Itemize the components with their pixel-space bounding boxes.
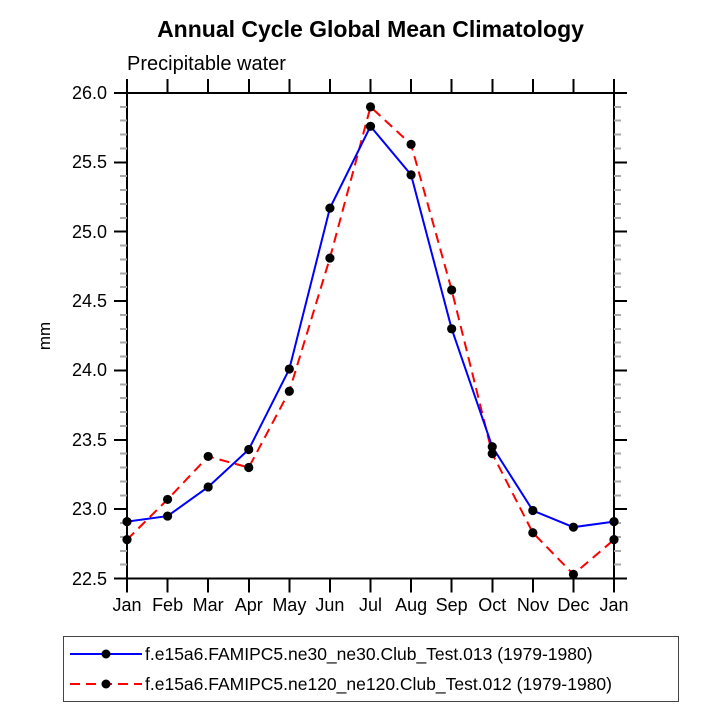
data-point-marker [447,285,457,295]
x-tick-label: Jun [315,595,345,615]
series-line-0 [126,124,615,529]
legend-line-sample-solid [70,649,142,659]
legend-item-ne30: f.e15a6.FAMIPC5.ne30_ne30.Club_Test.013 … [69,641,678,667]
x-tick-label: Dec [557,595,590,615]
y-tick-label: 23.0 [71,499,107,520]
data-point-marker [203,482,213,492]
y-tick-label: 24.0 [71,360,107,381]
data-point-marker [284,386,294,396]
data-point-marker [528,505,538,516]
data-point-marker [487,449,497,459]
x-tick-label: Sep [435,595,468,615]
series-line-1 [126,105,615,576]
data-point-marker [284,364,294,374]
data-point-marker [609,517,619,527]
data-point-marker [487,442,497,452]
x-tick-label: Aug [395,595,428,615]
y-tick-label: 24.5 [71,291,107,312]
x-tick-label: Feb [152,595,184,615]
x-tick-label: May [272,595,307,615]
data-point-marker [162,494,173,505]
legend-label-ne30: f.e15a6.FAMIPC5.ne30_ne30.Club_Test.013 … [145,643,593,664]
data-point-marker [162,511,173,521]
data-point-marker [365,121,376,131]
x-tick-label: Nov [516,595,549,615]
y-tick-label: 22.5 [71,568,107,589]
data-point-marker [609,535,619,545]
x-tick-label: Mar [192,595,224,615]
data-point-marker [244,444,254,455]
data-point-marker [122,535,132,545]
data-point-marker [568,569,579,579]
data-point-marker [365,102,376,112]
plot-frame [126,92,615,580]
data-point-marker [447,324,457,334]
y-tick-label: 26.0 [71,83,107,103]
chart-title: Annual Cycle Global Mean Climatology [157,16,584,42]
chart-subtitle: Precipitable water [127,53,286,75]
data-point-marker [244,462,254,473]
y-tick-label: 25.0 [71,221,107,242]
x-tick-label: Jul [358,595,382,615]
data-point-marker [325,253,335,263]
data-point-marker [406,139,416,149]
x-tick-label: Oct [478,595,507,615]
data-point-marker [325,203,335,213]
legend-line-sample-dashed [70,679,142,689]
data-point-marker [528,528,538,538]
data-point-marker [406,170,416,180]
y-tick-label: 23.5 [71,429,107,450]
data-point-marker [203,451,213,462]
data-point-marker [568,522,579,532]
x-tick-label: Apr [234,595,263,615]
data-point-marker [122,517,132,527]
y-tick-label: 25.5 [71,152,107,173]
x-tick-label: Jan [599,595,629,615]
legend-label-ne120: f.e15a6.FAMIPC5.ne120_ne120.Club_Test.01… [145,673,612,694]
legend-item-ne120: f.e15a6.FAMIPC5.ne120_ne120.Club_Test.01… [69,671,678,697]
x-tick-label: Jan [112,595,142,615]
legend-box: f.e15a6.FAMIPC5.ne30_ne30.Club_Test.013 … [63,636,679,702]
